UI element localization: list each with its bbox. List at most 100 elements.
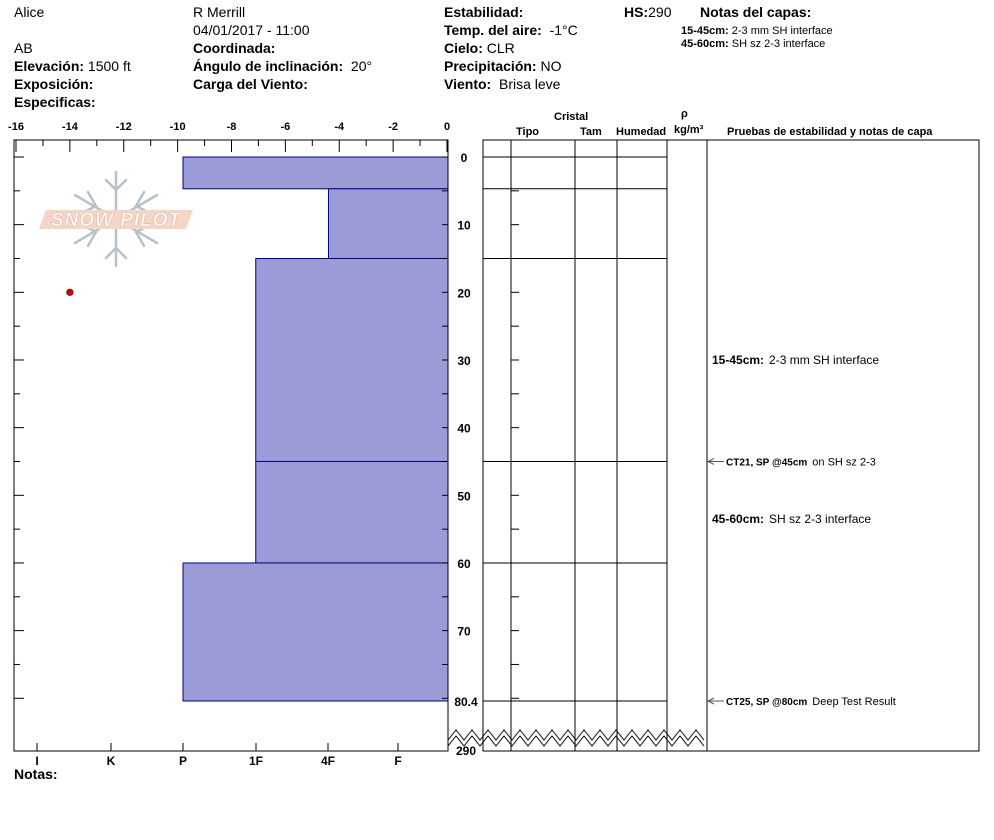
layer-note-range: 15-45cm: [681,25,729,37]
slope-value: 20° [350,58,373,74]
layer-note-text: 2-3 mm SH interface [731,25,833,37]
depth-tick-label: 70 [457,625,471,639]
specifics-label: Especificas: [14,94,96,110]
temperature-tick-label: 0 [444,121,450,133]
annotation-bold: 45-60cm: [712,512,764,526]
layer-notes-title: Notas del capas: [700,4,812,20]
annotation-text: CT25, SP @80cm Deep Test Result [726,696,896,708]
logo-text: SNOW PILOT [51,210,182,231]
precip-label: Precipitación: [444,58,537,74]
observation-datetime: 04/01/2017 - 11:00 [193,22,310,38]
temperature-tick-label: -6 [280,121,290,133]
air-temp-field: Temp. del aire: -1°C [444,22,578,38]
slope-field: Ángulo de inclinación: 20° [193,58,372,74]
depth-bottom-label: 80.4 [454,695,478,709]
depth-tick-label: 60 [457,557,471,571]
slope-label: Ángulo de inclinación: [193,58,344,74]
hardness-layer-bar [255,460,449,564]
annotation-text: 15-45cm: 2-3 mm SH interface [712,353,879,367]
crystal-header: Cristal [554,111,589,123]
hardness-layer-bar [182,156,449,190]
depth-tick-label: 40 [457,422,471,436]
hardness-axis: I K P 1F 4F F [35,743,402,768]
density-unit: kg/m³ [674,124,704,136]
observer-name: Alice [14,4,45,20]
size-header: Tam [580,126,602,138]
wind-load-label: Carga del Viento: [193,76,308,92]
layer-boundary-lines [483,156,667,702]
depth-tick-label: 50 [457,489,471,503]
annotation-detail: 2-3 mm SH interface [769,353,879,367]
annotation-text: 45-60cm: SH sz 2-3 interface [712,512,871,526]
moisture-header: Humedad [616,126,667,138]
temperature-tick-label: -14 [62,121,79,133]
precip-field: Precipitación: NO [444,58,561,74]
sky-label: Cielo: [444,40,483,56]
hs-label: HS: [624,4,649,20]
temperature-tick-label: -10 [170,121,186,133]
location-name: R Merrill [193,4,246,20]
coordinate-label: Coordinada: [193,40,276,56]
annotation-bold: CT25, SP @80cm [726,697,807,708]
stability-label: Estabilidad: [444,4,524,20]
depth-tick-label: 0 [461,151,468,165]
temperature-tick-label: -2 [388,121,398,133]
annotation-text: CT21, SP @45cm on SH sz 2-3 [726,456,876,468]
hs-value: 290 [648,4,672,20]
aspect-label: Exposición: [14,76,94,92]
annotation-bold: 15-45cm: [712,353,764,367]
precip-value: NO [540,58,562,74]
air-temp-label: Temp. del aire: [444,22,542,38]
depth-total-label: 290 [456,744,476,758]
temperature-tick-label: -12 [116,121,132,133]
sky-value: CLR [486,40,515,56]
logo-banner [39,210,193,229]
temperature-points [66,288,74,296]
annotation-detail: SH sz 2-3 interface [769,512,871,526]
annotation-detail: Deep Test Result [812,696,896,708]
layer-note-text: SH sz 2-3 interface [731,38,826,50]
hs-field: HS:290 [624,4,671,20]
hardness-layer-bar [327,188,449,259]
hardness-layer-bar [255,257,449,462]
wind-field: Viento: Brisa leve [444,76,560,92]
region: AB [14,40,33,56]
hardness-tick-label: F [394,754,401,768]
stability-tests-title: Pruebas de estabilidad y notas de capa [727,126,933,138]
annotation-bold: CT21, SP @45cm [726,457,807,468]
depth-axis: 0 10 20 30 40 50 60 70 80.4 290 [14,151,519,758]
crystal-table-frame [482,139,980,752]
density-rho: ρ [681,108,688,120]
hardness-layer-bar [182,562,449,702]
hardness-tick-label: K [107,754,116,768]
annotation-detail: on SH sz 2-3 [812,456,876,468]
type-header: Tipo [516,126,540,138]
air-temp-value: -1°C [549,22,578,38]
elevation-value: 1500 ft [87,58,131,74]
depth-tick-label: 10 [457,219,471,233]
elevation-field: Elevación: 1500 ft [14,58,131,74]
stability-annotations: 15-45cm: 2-3 mm SH interface CT21, SP @45c… [706,353,896,708]
temperature-tick-label: -8 [227,121,237,133]
hardness-tick-label: 1F [249,754,263,768]
wind-value: Brisa leve [498,76,561,92]
elevation-label: Elevación: [14,58,85,74]
layer-note: 15-45cm: 2-3 mm SH interface [681,25,833,37]
notes-label: Notas: [14,766,58,782]
hardness-tick-label: 4F [321,754,335,768]
hardness-tick-label: I [35,754,38,768]
arrow-head-icon [706,458,715,465]
depth-tick-label: 30 [457,354,471,368]
hardness-layers [182,156,449,702]
depth-tick-label: 20 [457,286,471,300]
temperature-tick-label: -4 [334,121,345,133]
temperature-tick-label: -16 [8,121,24,133]
hardness-tick-label: P [179,754,187,768]
arrow-head-icon [706,697,715,705]
snow-pilot-logo: SNOW PILOT [39,170,193,268]
temperature-axis: -16 -14 -12 -10 -8 -6 -4 -2 0 [8,121,450,152]
layer-note-range: 45-60cm: [681,38,729,50]
sky-field: Cielo: CLR [444,40,515,56]
temperature-point [66,288,74,296]
